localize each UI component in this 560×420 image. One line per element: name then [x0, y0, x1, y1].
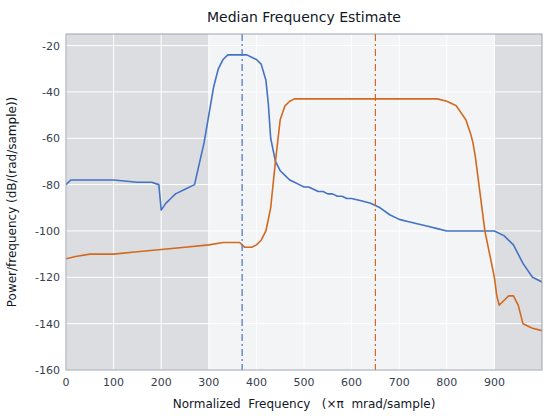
x-tick-label: 700: [389, 376, 410, 389]
x-tick-label: 900: [484, 376, 505, 389]
grid-line-x: [208, 34, 209, 370]
series-line: [66, 55, 542, 282]
marker-line: [375, 34, 376, 370]
grid-line-x: [494, 34, 495, 370]
grid-line-x: [256, 34, 257, 370]
grid-line-x: [304, 34, 305, 370]
grid-line-y: [66, 277, 542, 278]
grid-line-y: [66, 91, 542, 92]
y-tick-label: -80: [42, 179, 60, 192]
plot-content: [66, 34, 542, 370]
grid-line-x: [446, 34, 447, 370]
plot-frame: [66, 34, 542, 370]
marker-line: [242, 34, 243, 370]
grid-line-x: [399, 34, 400, 370]
y-tick-label: -60: [42, 132, 60, 145]
x-tick-label: 400: [246, 376, 267, 389]
y-tick-label: -160: [35, 364, 60, 377]
grid-line-y: [66, 138, 542, 139]
y-axis-label: Power/frequency (dB/(rad/sample)): [5, 97, 19, 308]
grid-line-y: [66, 323, 542, 324]
chart: 0 100 200 300 400 500 600 700 800 900 -160 -140 -120…: [0, 0, 560, 420]
x-axis-label: Normalized Frequency (×π mrad/sample): [173, 397, 436, 411]
series-line: [66, 99, 542, 331]
y-tick-label: -40: [42, 86, 60, 99]
grid-line-x: [351, 34, 352, 370]
y-tick-label: -20: [42, 40, 60, 53]
x-tick-label: 600: [341, 376, 362, 389]
plot-background: [66, 34, 542, 370]
chart-title: Median Frequency Estimate: [207, 9, 401, 25]
x-tick-label: 300: [198, 376, 219, 389]
y-tick-label: -120: [35, 271, 60, 284]
x-tick-label: 500: [294, 376, 315, 389]
grid-line-x: [113, 34, 114, 370]
x-tick-label: 100: [103, 376, 124, 389]
shaded-region: [66, 34, 209, 370]
grid-line-y: [66, 45, 542, 46]
shaded-region: [494, 34, 542, 370]
x-tick-label: 800: [436, 376, 457, 389]
x-tick-label: 200: [151, 376, 172, 389]
x-tick-label: 0: [63, 376, 70, 389]
y-tick-label: -100: [35, 225, 60, 238]
grid-line-y: [66, 184, 542, 185]
y-tick-label: -140: [35, 318, 60, 331]
